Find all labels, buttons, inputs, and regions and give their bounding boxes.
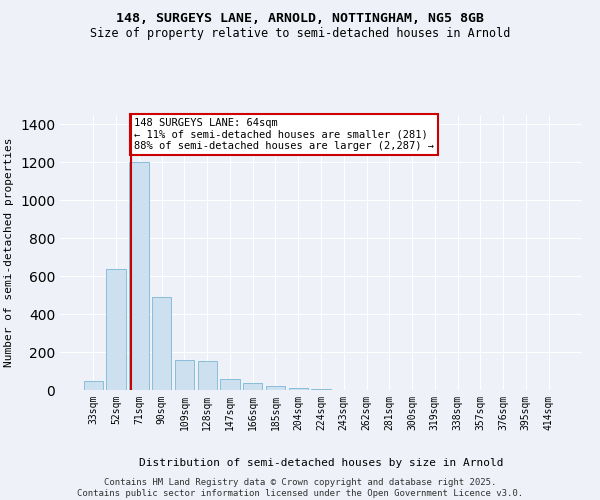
Text: Size of property relative to semi-detached houses in Arnold: Size of property relative to semi-detach… (90, 28, 510, 40)
Bar (243, 384, 262, 390)
Text: 148 SURGEYS LANE: 64sqm
← 11% of semi-detached houses are smaller (281)
88% of s: 148 SURGEYS LANE: 64sqm ← 11% of semi-de… (134, 118, 434, 151)
Bar (152, 297, 172, 390)
Y-axis label: Number of semi-detached properties: Number of semi-detached properties (4, 138, 14, 367)
Bar (311, 389, 331, 390)
Text: 148, SURGEYS LANE, ARNOLD, NOTTINGHAM, NG5 8GB: 148, SURGEYS LANE, ARNOLD, NOTTINGHAM, N… (116, 12, 484, 26)
Bar (266, 386, 285, 390)
Bar (106, 268, 126, 390)
Bar (175, 360, 194, 390)
Bar (197, 360, 217, 390)
Text: Distribution of semi-detached houses by size in Arnold: Distribution of semi-detached houses by … (139, 458, 503, 468)
Bar (220, 378, 239, 390)
Bar (84, 380, 103, 390)
Bar (129, 162, 149, 390)
Text: Contains HM Land Registry data © Crown copyright and database right 2025.
Contai: Contains HM Land Registry data © Crown c… (77, 478, 523, 498)
Bar (289, 388, 308, 390)
